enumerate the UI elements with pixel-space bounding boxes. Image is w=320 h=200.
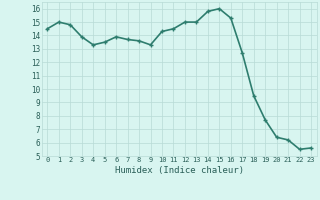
X-axis label: Humidex (Indice chaleur): Humidex (Indice chaleur) — [115, 166, 244, 175]
